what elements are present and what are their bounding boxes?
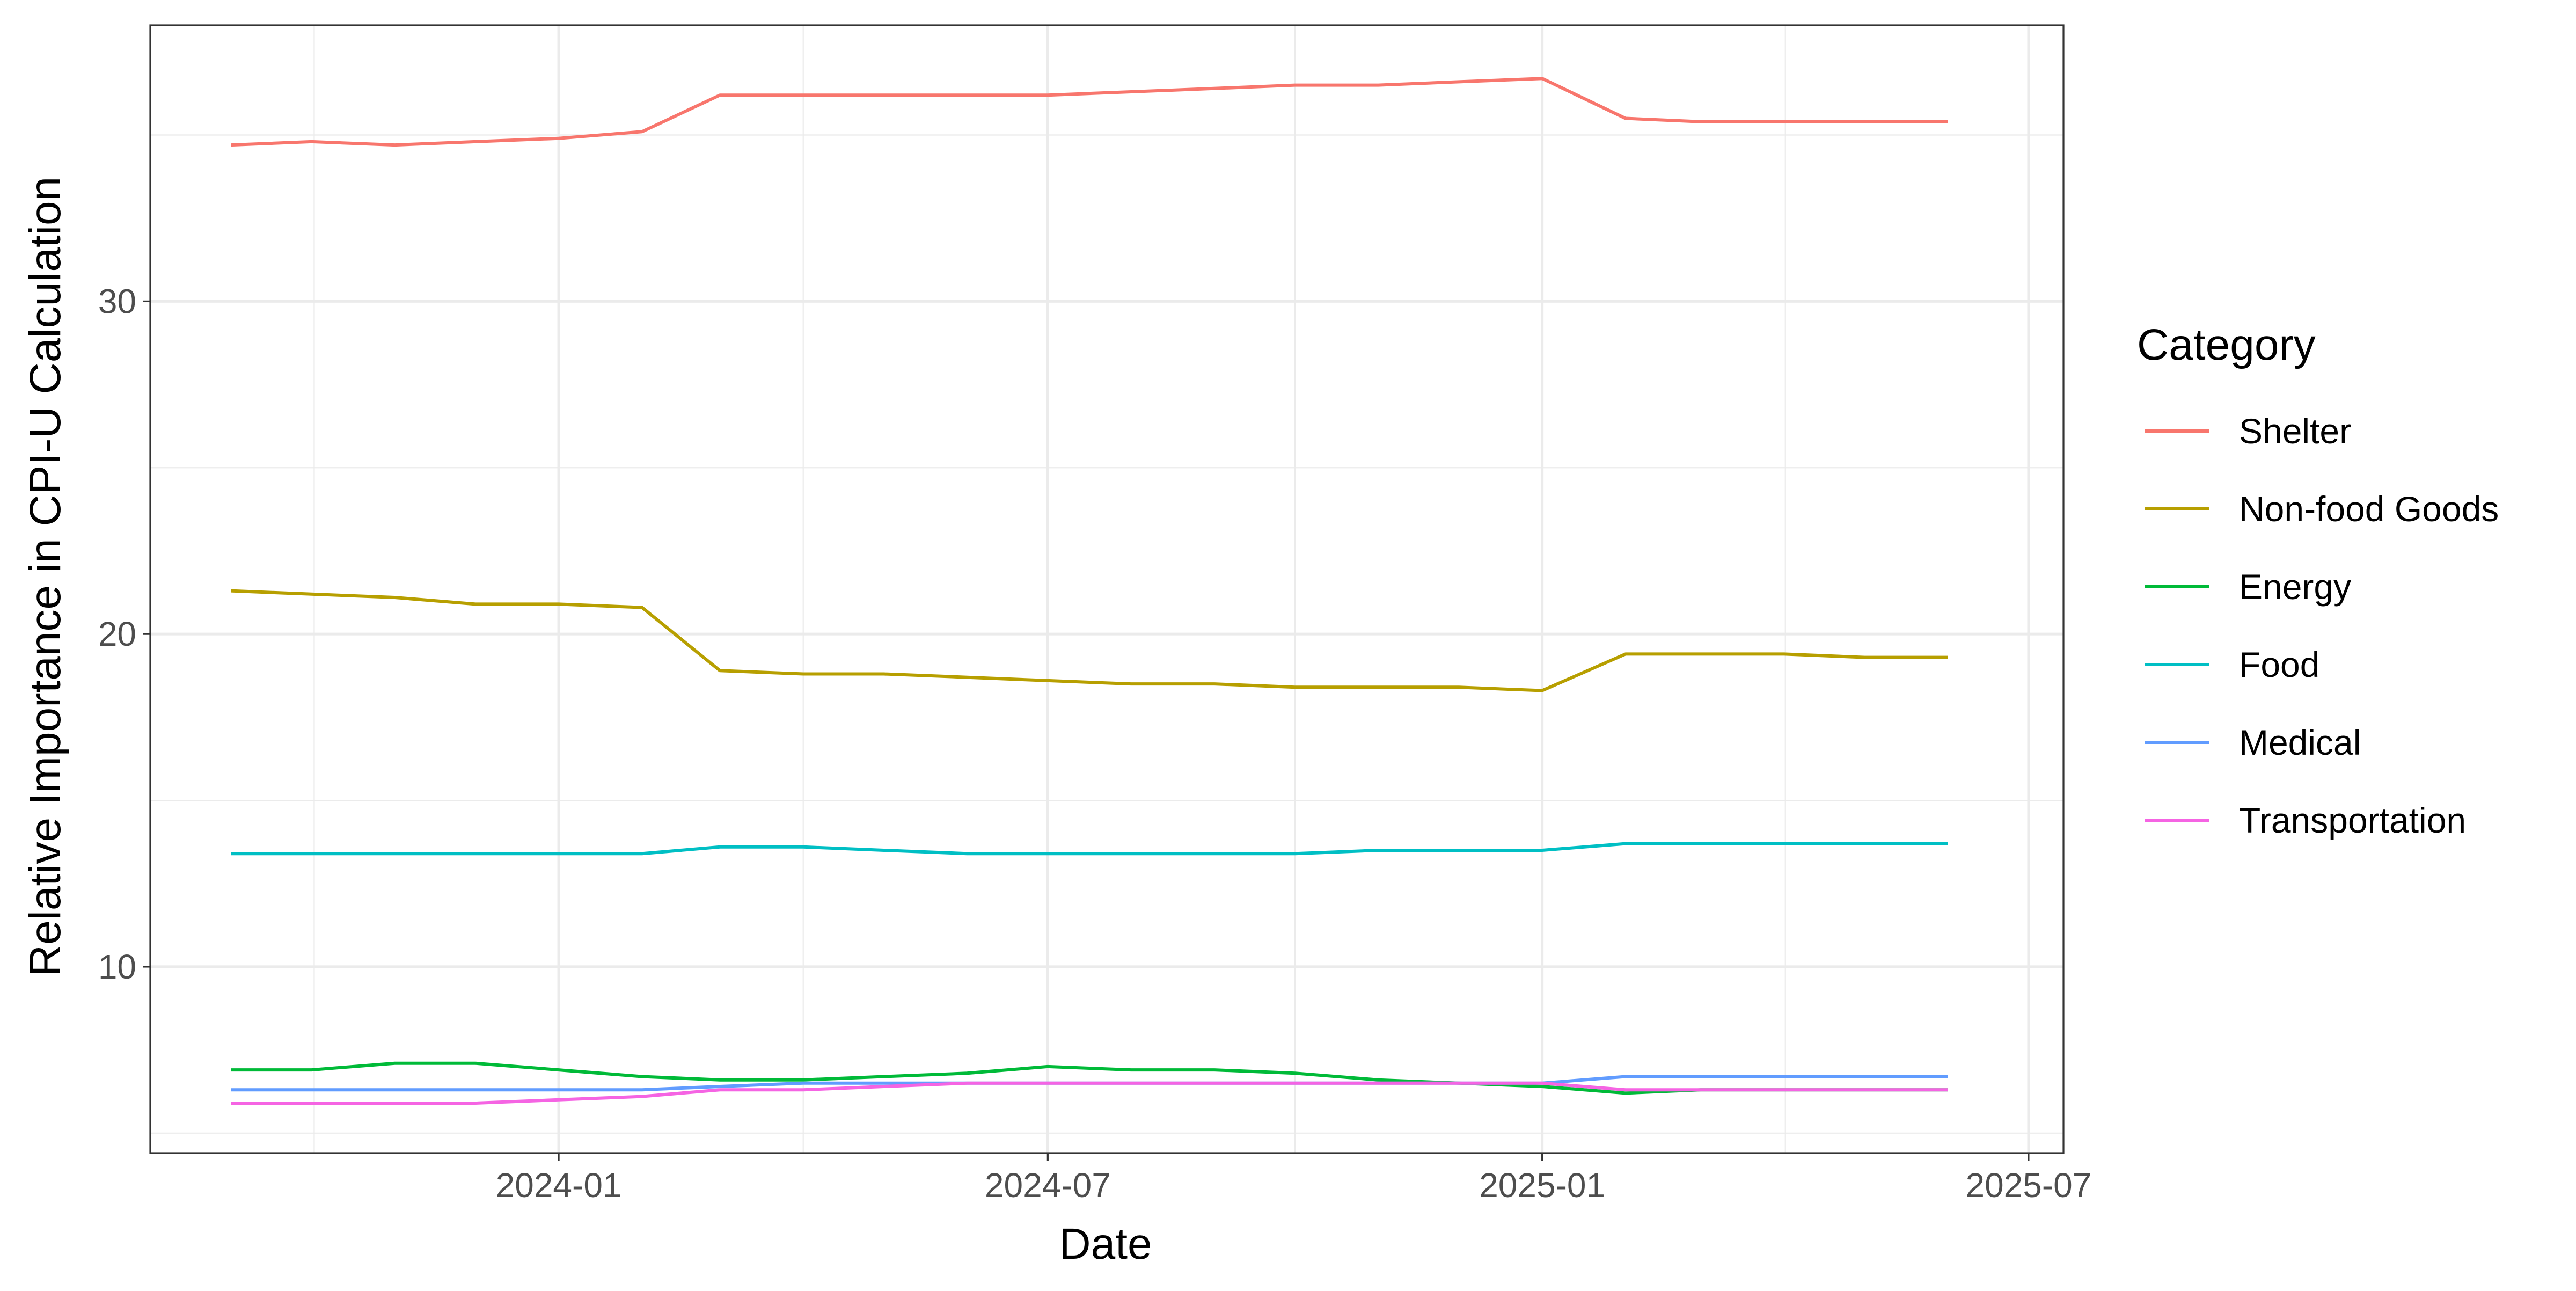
legend-label-transportation: Transportation	[2239, 800, 2466, 840]
y-axis-title: Relative Importance in CPI-U Calculation	[21, 177, 70, 976]
y-tick-label: 20	[98, 615, 136, 653]
y-tick-label: 30	[98, 282, 136, 320]
minor-gridlines	[150, 25, 2063, 1153]
series-line-food	[231, 842, 1948, 856]
y-axis: 10 20 30	[98, 282, 150, 986]
series-line-non-food-goods	[231, 589, 1948, 692]
x-axis: 2024-01 2024-07 2025-01 2025-07	[496, 1153, 2091, 1205]
legend-label-shelter: Shelter	[2239, 411, 2351, 451]
plot-panel-border	[149, 24, 2065, 1154]
x-tick-label: 2025-07	[1965, 1166, 2091, 1205]
y-tick-label: 10	[98, 947, 136, 986]
series-lines	[231, 77, 1948, 1105]
x-tick-label: 2024-07	[985, 1166, 1111, 1205]
series-line-transportation	[231, 1081, 1948, 1105]
major-gridlines	[150, 25, 2063, 1153]
series-line-energy	[231, 1061, 1948, 1095]
legend-label-energy: Energy	[2239, 567, 2351, 607]
x-tick-label: 2024-01	[496, 1166, 622, 1205]
legend-label-non-food-goods: Non-food Goods	[2239, 489, 2499, 529]
legend-label-medical: Medical	[2239, 723, 2361, 762]
x-axis-title: Date	[1059, 1220, 1152, 1268]
x-tick-label: 2025-01	[1479, 1166, 1605, 1205]
legend-title: Category	[2137, 320, 2316, 369]
series-line-shelter	[231, 77, 1948, 147]
legend-label-food: Food	[2239, 645, 2319, 684]
legend: Category Shelter Non-food Goods Energy Food…	[2137, 320, 2499, 840]
